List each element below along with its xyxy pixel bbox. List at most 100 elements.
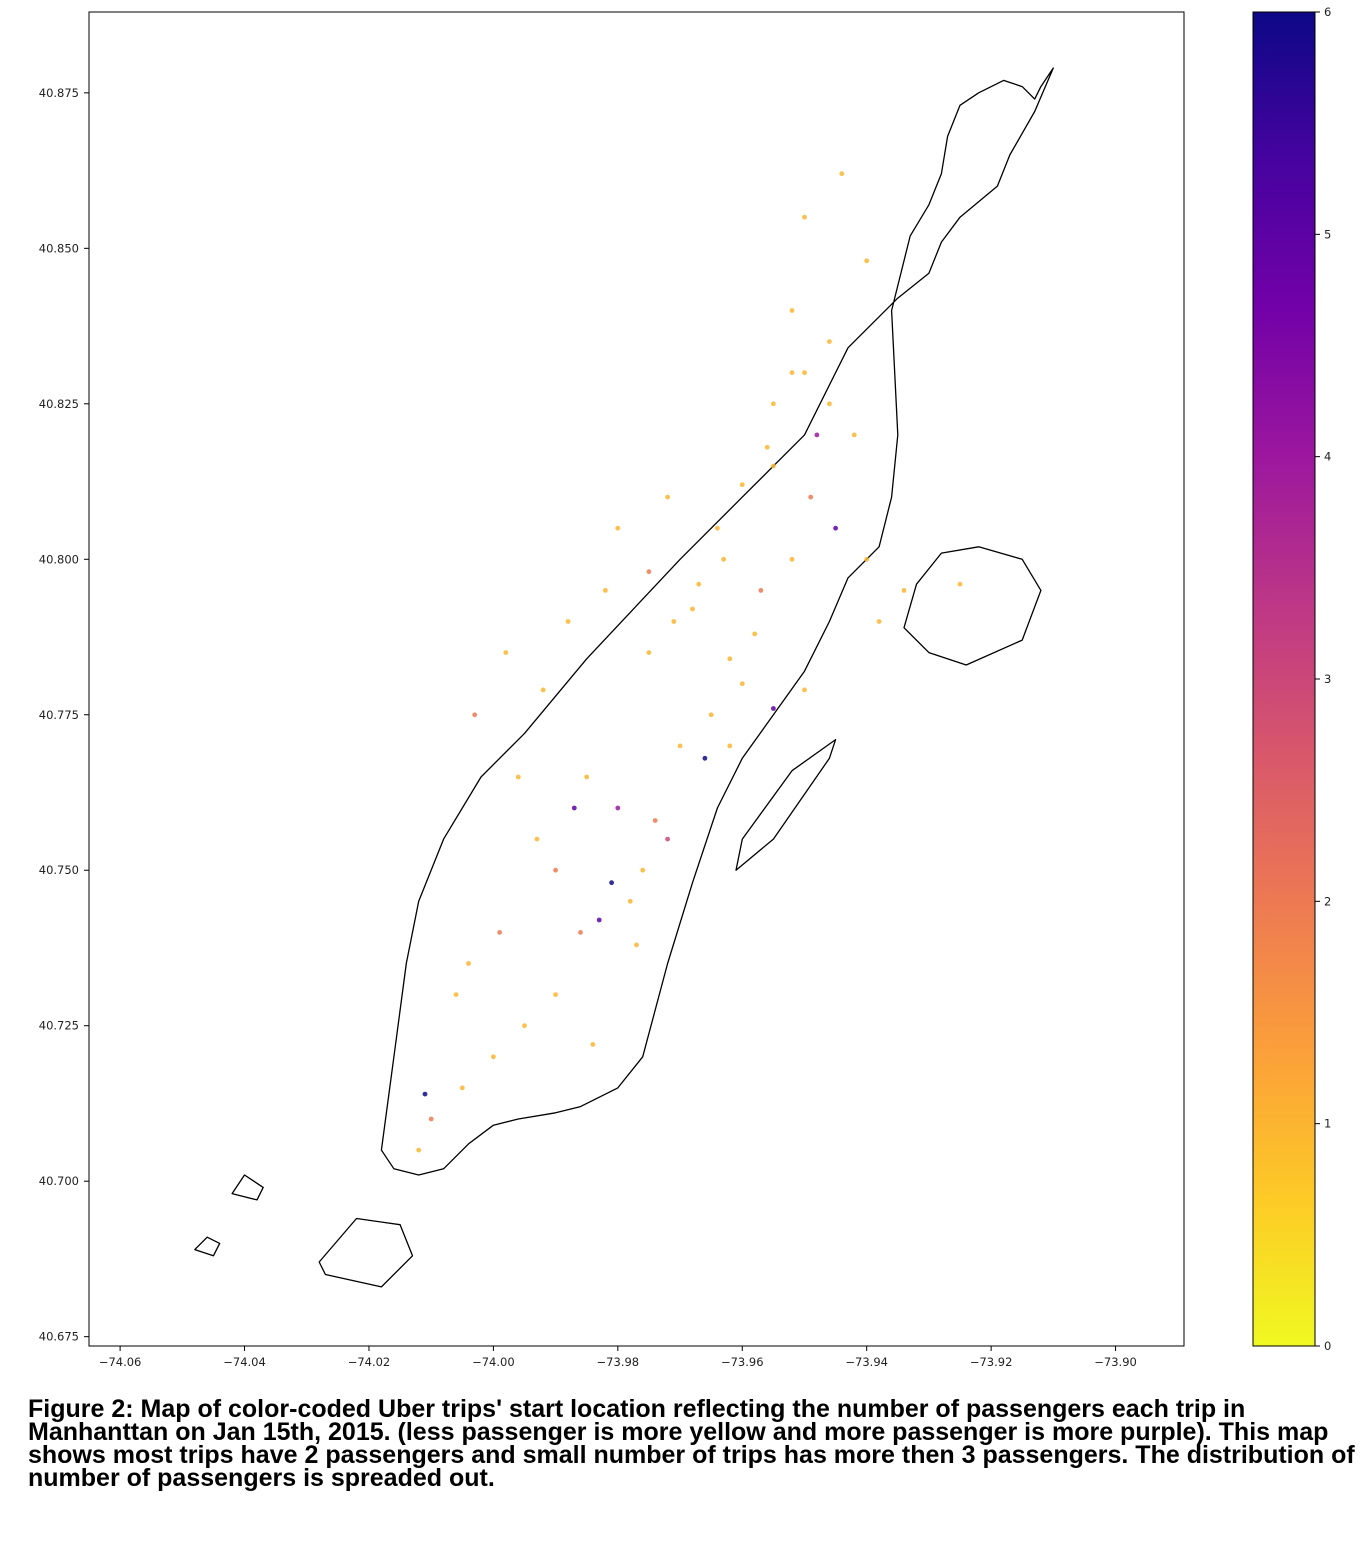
trip-point [696,581,702,587]
trip-point [522,1023,527,1029]
y-tick-label: 40.700 [39,1174,79,1188]
manhattan-outline [380,67,1054,1176]
trip-point [739,681,745,687]
x-tick-label: −73.92 [970,1355,1013,1369]
colorbar-tick-label: 1 [1324,1117,1331,1131]
trip-point [758,588,764,593]
trip-point [565,619,571,624]
trip-point [422,1091,428,1097]
x-tick-label: −74.06 [99,1355,142,1369]
trip-point [503,650,509,655]
y-tick-label: 40.775 [39,708,79,722]
trip-point [416,1147,422,1153]
trip-point [640,867,646,873]
coastline-outlines [194,67,1054,1288]
trip-point [578,930,583,935]
trip-point [690,606,695,612]
x-tick-label: −73.96 [721,1355,764,1369]
x-tick-label: −73.94 [845,1355,888,1369]
trip-point [665,836,670,842]
trip-point [808,494,814,500]
x-tick-label: −74.04 [223,1355,266,1369]
trip-point [771,401,776,407]
trip-point [789,308,795,313]
trip-point [814,432,820,438]
y-tick-label: 40.850 [39,241,79,255]
trip-point [721,556,726,562]
roosevelt-island-outline [735,738,837,871]
trip-points [416,171,963,1153]
colorbar-tick-label: 3 [1324,672,1331,686]
trip-point [540,687,546,693]
trip-point [497,930,502,935]
trip-point [634,942,639,948]
figure-canvas: −74.06 −74.04 −74.02 −74.00 −73.98 −73.96 −73.… [39,5,1332,1369]
trip-point [827,401,832,407]
randalls-island-outline [903,546,1042,666]
colorbar-gradient [1252,11,1316,1347]
trip-point [453,992,459,997]
trip-point [609,880,614,886]
trip-point [646,650,652,655]
x-tick-label: −73.98 [597,1355,640,1369]
trip-point [665,494,670,500]
trip-point [708,712,714,718]
trip-point [851,432,857,438]
trip-point [864,258,870,264]
y-tick-label: 40.750 [39,863,79,877]
colorbar-ticks: 0 1 2 3 4 5 6 [1315,5,1331,1353]
axes-frame [88,11,1185,1347]
trip-point [802,687,807,693]
x-tick-label: −73.90 [1094,1355,1137,1369]
trip-point [802,214,807,220]
trip-point [789,370,795,376]
y-tick-label: 40.725 [39,1019,79,1033]
colorbar-tick-label: 0 [1324,1339,1331,1353]
trip-point [876,619,882,624]
x-tick-label: −74.00 [472,1355,515,1369]
colorbar-tick-label: 4 [1324,450,1331,464]
trip-point [596,917,602,923]
trip-point [459,1085,465,1091]
trip-point [646,569,652,575]
plot-area [194,67,1054,1288]
trip-point [584,774,590,780]
trip-point [839,171,845,177]
trip-point [553,867,558,873]
figure-caption: Figure 2: Map of color-coded Uber trips'… [28,1395,1355,1492]
trip-point [515,774,521,780]
x-tick-label: −74.02 [348,1355,391,1369]
trip-point [739,482,745,488]
colorbar-tick-label: 2 [1324,894,1331,908]
colorbar-tick-label: 6 [1324,5,1331,19]
trip-point [590,1042,596,1047]
trip-point [764,444,770,450]
trip-point [727,656,733,662]
trip-point [771,706,776,711]
y-tick-label: 40.825 [39,397,79,411]
trip-point [615,805,621,811]
y-axis: 40.675 40.700 40.725 40.750 40.775 40.800 40.8… [39,86,89,1344]
trip-point [727,743,733,749]
trip-point [827,339,832,344]
y-tick-label: 40.875 [39,86,79,100]
y-tick-label: 40.800 [39,552,79,566]
trip-point [627,898,633,904]
trip-point [901,588,907,593]
trip-point [472,712,478,718]
trip-point [652,818,658,823]
trip-point [957,581,963,587]
trip-point [603,588,608,593]
y-tick-label: 40.675 [39,1330,79,1344]
colorbar: 0 1 2 3 4 5 6 [1252,5,1331,1353]
trip-point [833,525,838,531]
trip-point [864,556,870,562]
trip-point [466,961,471,966]
x-axis: −74.06 −74.04 −74.02 −74.00 −73.98 −73.96 −73.… [99,1346,1137,1369]
trip-point [771,463,776,469]
liberty-island-outline [194,1236,221,1257]
colorbar-tick-label: 5 [1324,227,1331,241]
trip-point [534,836,540,842]
trip-point [615,525,621,531]
trip-point [491,1054,496,1060]
